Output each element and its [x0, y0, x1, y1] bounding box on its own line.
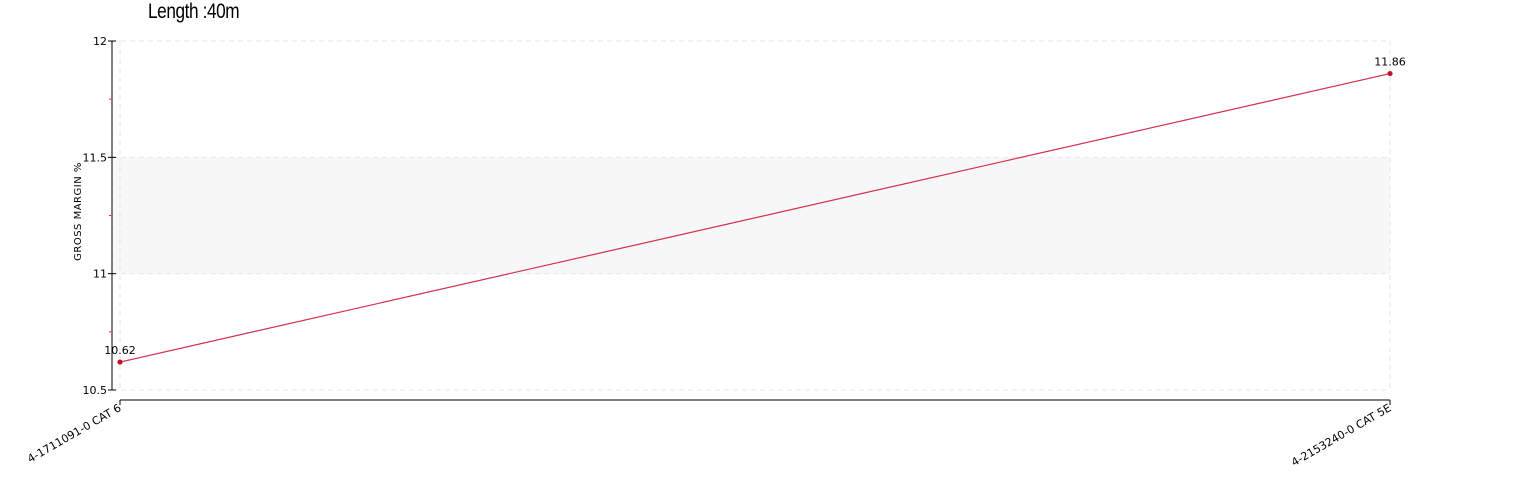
y-tick-label: 10.5 [83, 384, 108, 397]
x-tick-label: 4-2153240-0 CAT 5E [1289, 401, 1393, 469]
y-tick-label: 11 [93, 268, 107, 281]
y-tick-label: 12 [93, 35, 107, 48]
data-label: 11.86 [1374, 56, 1406, 69]
y-tick-label: 11.5 [83, 151, 108, 164]
data-label: 10.62 [104, 344, 136, 357]
shaded-band [112, 157, 1390, 274]
series-line [119, 72, 1391, 363]
x-tick-label: 4-1711091-0 CAT 6 [25, 401, 123, 465]
data-point [117, 359, 123, 365]
data-point [1387, 70, 1393, 77]
y-axis-label: GROSS MARGIN % [73, 162, 84, 261]
chart-title: Length :40m [148, 0, 240, 23]
